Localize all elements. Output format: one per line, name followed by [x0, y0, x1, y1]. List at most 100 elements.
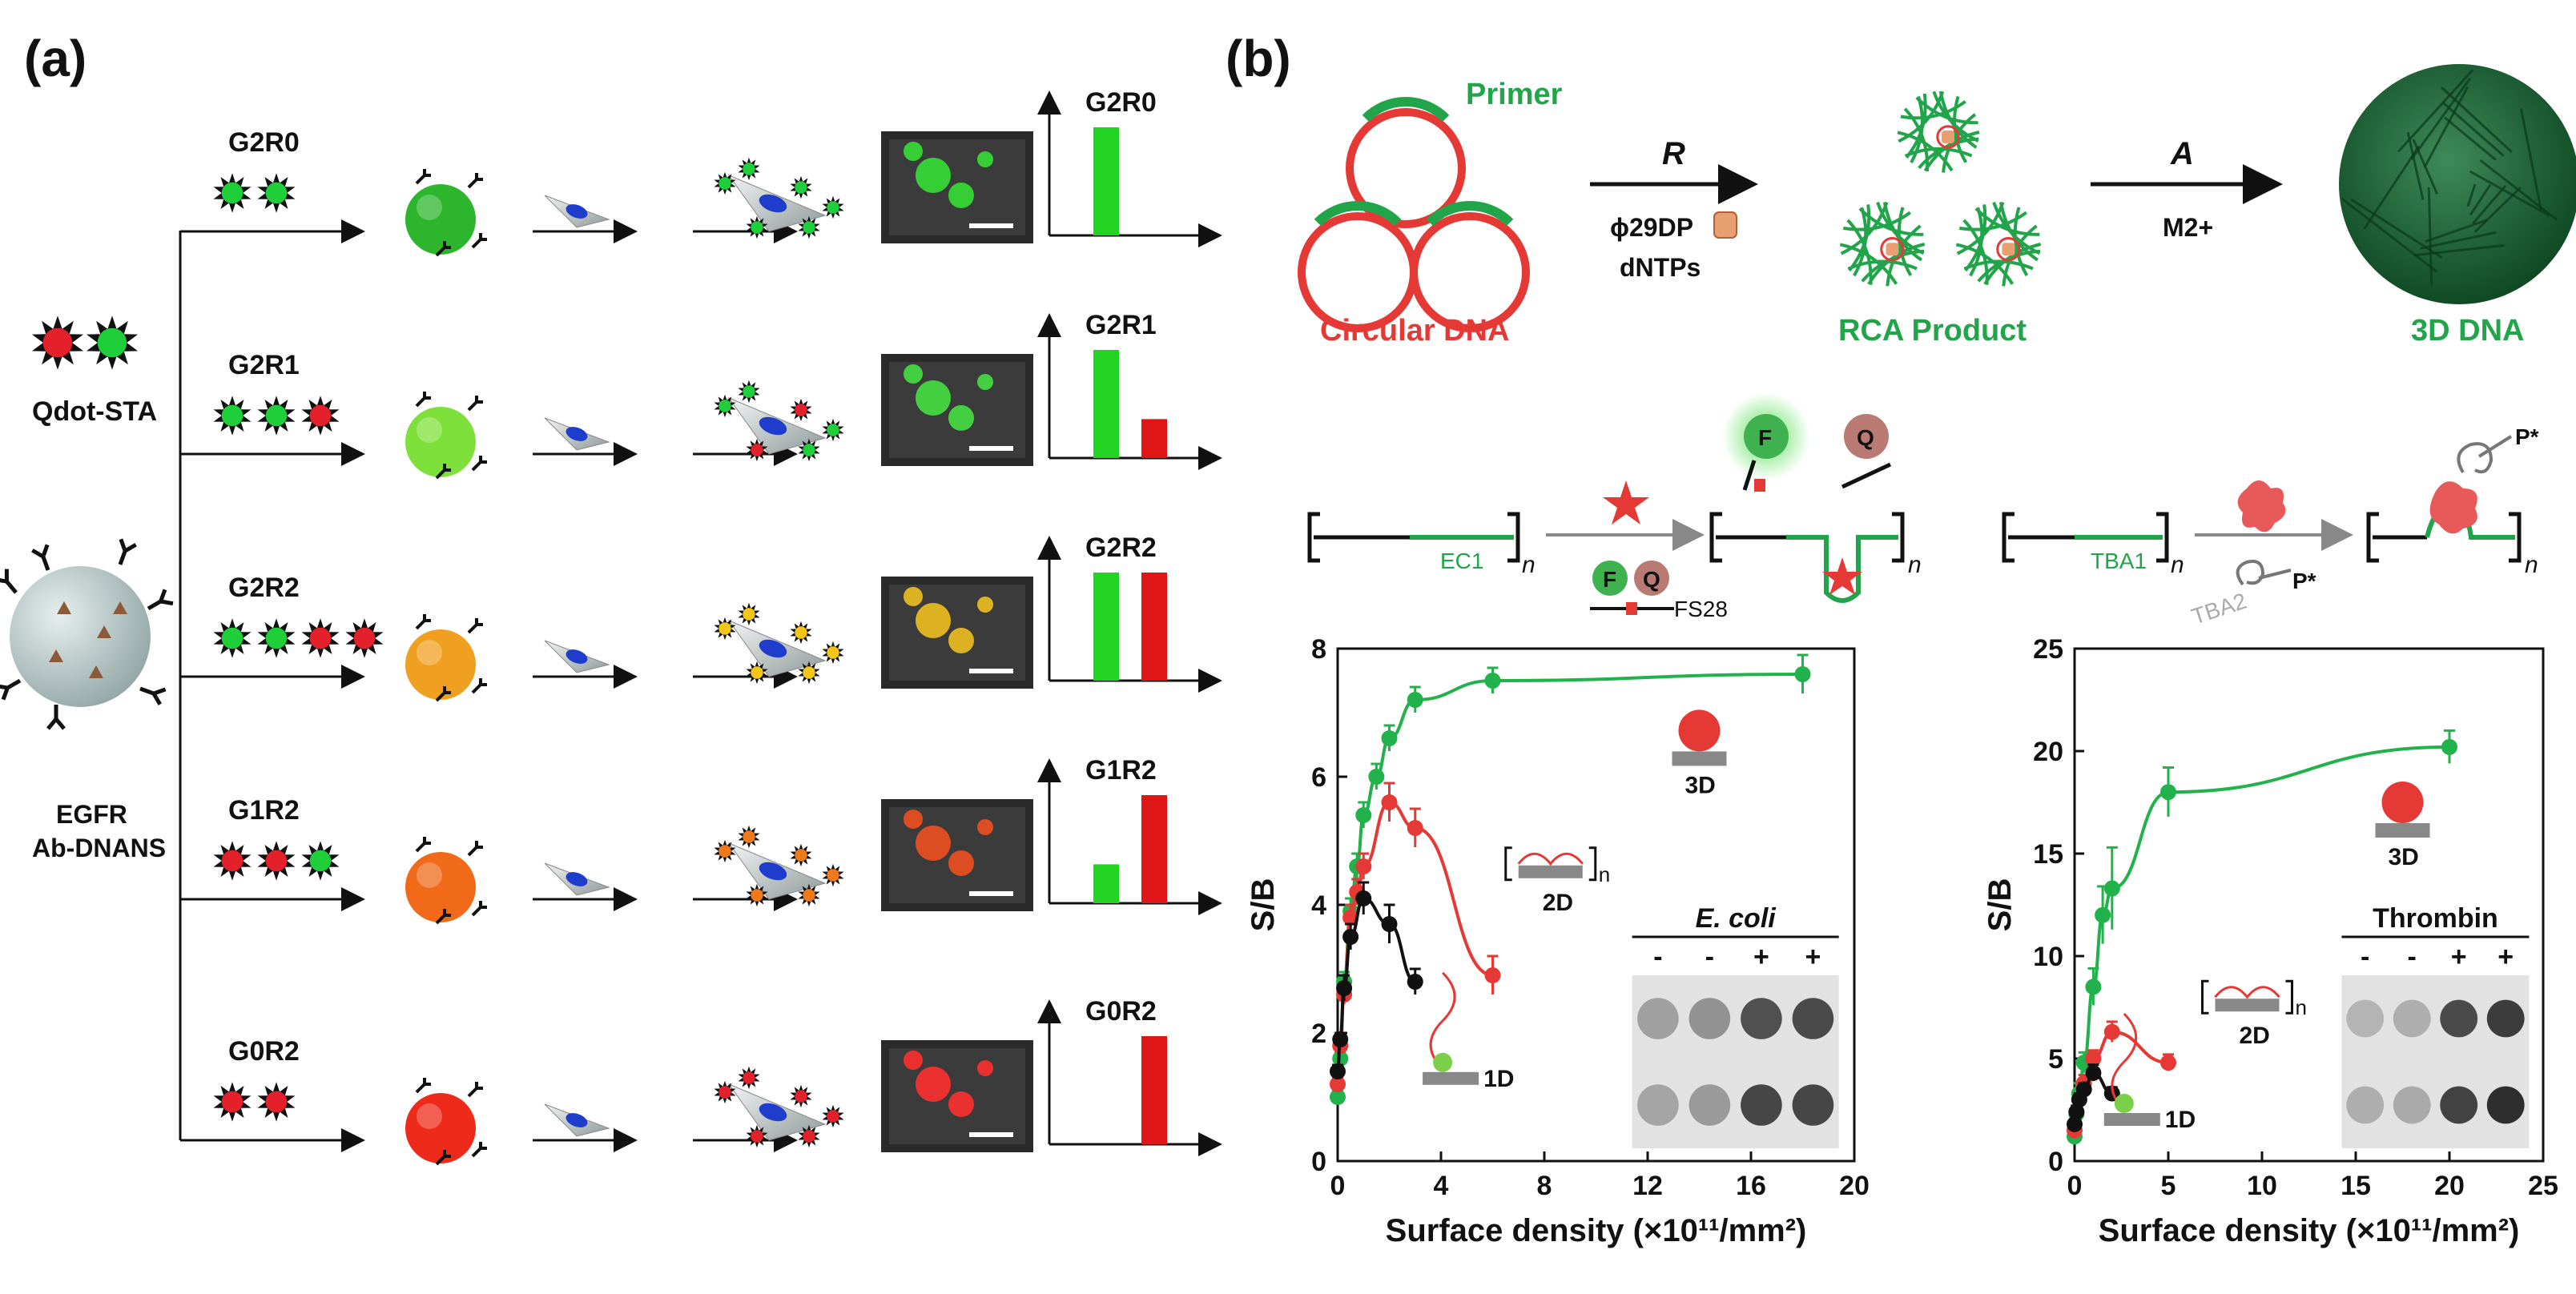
ab-dnans-label: Ab-DNANS — [32, 834, 166, 862]
dna-3d-icon — [2339, 64, 2576, 304]
annotation-3d-label: 3D — [1685, 772, 1716, 798]
fluorescence-micrograph — [881, 799, 1033, 911]
qdot-green-icon — [301, 841, 340, 881]
cell-icon — [544, 195, 610, 228]
annotation-1d: 1D — [1423, 971, 1514, 1092]
cell-icon — [544, 640, 610, 673]
data-point — [1381, 730, 1398, 746]
data-point — [1355, 858, 1372, 874]
inset-sign-label: - — [2408, 942, 2417, 972]
x-tick-label: 5 — [2161, 1171, 2176, 1201]
panel-a-rows: G2R0 G2R0 G2R1 G2R1 G2R2 G2R2 G1R2 G1R2 G0R2 G0R2 — [180, 87, 1222, 1166]
row-label: G2R0 — [228, 127, 300, 158]
data-point — [1355, 807, 1372, 823]
inset-sign-label: + — [1753, 942, 1769, 972]
data-point — [1342, 929, 1359, 945]
annotation-n-label: n — [2296, 995, 2307, 1019]
data-point — [2085, 979, 2102, 995]
blot-dot — [2346, 999, 2385, 1038]
qdot-green-icon — [257, 173, 296, 213]
data-point — [1330, 1076, 1346, 1092]
blot-dot — [1688, 1084, 1731, 1126]
egfr-nanostructure-icon — [0, 538, 174, 730]
data-point — [2085, 1051, 2102, 1067]
x-axis-label: Surface density (×10¹¹/mm²) — [1386, 1213, 1807, 1248]
qdot-green-icon — [213, 396, 252, 436]
circular-dna-label: Circular DNA — [1320, 314, 1510, 348]
fluorescence-micrograph — [881, 131, 1033, 243]
labeled-nanostructure-icon — [405, 169, 487, 257]
data-point — [1407, 692, 1423, 708]
bound-star-icon — [1822, 557, 1862, 595]
y-tick-label: 25 — [2033, 634, 2063, 665]
bar-chart-title: G1R2 — [1085, 755, 1157, 786]
labeled-cell-icon — [714, 380, 844, 462]
circular-dna-icon — [1298, 96, 1530, 332]
intensity-bar-chart: G2R2 — [1037, 532, 1222, 693]
red-bar — [1141, 795, 1167, 903]
bound-qdot-icon — [738, 825, 760, 849]
green-bar — [1093, 127, 1119, 235]
annotation-2d: n 2D — [1504, 846, 1610, 916]
fluorescence-micrograph — [881, 1040, 1033, 1152]
row-g1r2: G1R2 G1R2 — [180, 755, 1222, 925]
labeled-nanostructure-icon — [405, 837, 487, 925]
ec1-label: EC1 — [1440, 549, 1483, 573]
cell-icon — [544, 862, 610, 896]
row-label: G2R2 — [228, 573, 300, 603]
inset-sign-label: + — [2451, 942, 2467, 972]
bound-qdot-icon — [738, 1066, 760, 1090]
fs28-f-label: F — [1603, 567, 1616, 592]
x-tick-label: 20 — [2434, 1171, 2465, 1201]
bar-chart-title: G0R2 — [1085, 996, 1157, 1027]
labeled-cell-icon — [714, 1066, 844, 1148]
bound-qdot-icon — [714, 394, 736, 418]
blot-dot — [2486, 999, 2525, 1038]
x-tick-label: 0 — [2067, 1171, 2083, 1201]
row-g0r2: G0R2 G0R2 — [180, 996, 1222, 1166]
intensity-bar-chart: G0R2 — [1037, 996, 1222, 1156]
metal-ion-label: M2+ — [2163, 213, 2213, 242]
panel-b-label: (b) — [1226, 30, 1291, 87]
cell-icon — [544, 1103, 610, 1137]
y-tick-label: 20 — [2033, 737, 2063, 767]
released-f-label: F — [1758, 425, 1772, 450]
red-bar — [1141, 1036, 1167, 1144]
x-axis-label: Surface density (×10¹¹/mm²) — [2099, 1213, 2520, 1248]
qdot-sta-label: Qdot-STA — [32, 396, 157, 427]
blot-dot — [2393, 999, 2431, 1038]
data-point — [1330, 1063, 1346, 1079]
y-tick-label: 2 — [1311, 1019, 1326, 1049]
data-point — [2160, 1055, 2176, 1071]
bound-qdot-icon — [798, 1124, 820, 1148]
data-point — [1330, 1089, 1346, 1105]
row-g2r2: G2R2 G2R2 — [180, 532, 1222, 702]
inset-sign-label: + — [1805, 942, 1821, 972]
data-point — [2160, 784, 2176, 801]
blot-dot — [1637, 998, 1679, 1039]
qdot-red-icon — [257, 841, 296, 881]
data-point — [1407, 974, 1423, 990]
inset-title: E. coli — [1696, 903, 1777, 934]
bound-qdot-icon — [822, 1104, 844, 1128]
released-q-icon — [1844, 414, 1889, 459]
bound-qdot-icon — [714, 617, 736, 641]
bound-qdot-icon — [738, 602, 760, 626]
primer-label: Primer — [1466, 78, 1563, 111]
annotation-1d-label: 1D — [1483, 1066, 1514, 1092]
blot-dot — [2440, 1086, 2478, 1124]
labeled-cell-icon — [714, 157, 844, 239]
annotation-2d-label: 2D — [1543, 890, 1573, 916]
panel-a: (a) Qdot-STA EGFR Ab-DNANS G2R0G2R0G2R1G… — [0, 30, 1222, 1166]
bound-qdot-icon — [714, 839, 736, 863]
bound-p-label: P* — [2515, 424, 2539, 449]
bound-qdot-icon — [798, 215, 820, 239]
x-tick-label: 20 — [1839, 1171, 1870, 1201]
tba-scheme: TBA1 n TBA2 P* P* n — [2002, 424, 2539, 629]
bound-qdot-icon — [746, 215, 768, 239]
qdot-green-icon — [213, 173, 252, 213]
annotation-2d-label: 2D — [2240, 1023, 2270, 1049]
labeled-cell-icon — [714, 825, 844, 907]
bound-qdot-icon — [746, 661, 768, 685]
y-tick-label: 4 — [1311, 890, 1326, 921]
